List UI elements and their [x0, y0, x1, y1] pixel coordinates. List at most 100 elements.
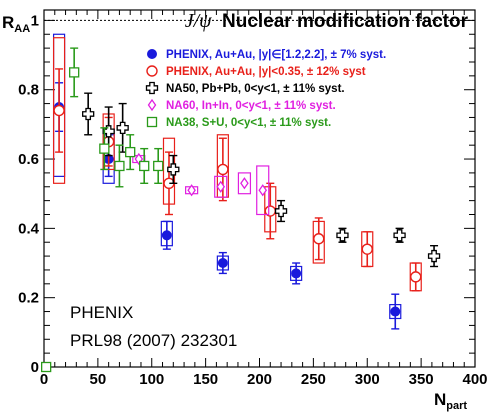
- legend-entry: PHENIX, Au+Au, |y|<0.35, ± 12% syst: [146, 65, 366, 78]
- marker: [69, 67, 80, 78]
- data-point: [99, 127, 110, 171]
- data-point: [41, 361, 52, 373]
- marker: [116, 121, 129, 134]
- data-point: [264, 182, 277, 240]
- y-tick-label: 1: [31, 12, 39, 29]
- syst-box: [237, 172, 252, 195]
- data-points: [41, 33, 441, 373]
- annotation-experiment: PHENIX: [70, 303, 133, 322]
- marker: [134, 152, 144, 166]
- x-tick-label: 50: [90, 371, 107, 388]
- data-point: [114, 144, 125, 188]
- marker: [258, 184, 268, 197]
- legend-marker: [147, 98, 157, 112]
- data-point: [167, 154, 180, 185]
- data-point: [216, 134, 229, 202]
- x-tick-label: 0: [40, 371, 48, 388]
- x-tick-label: 400: [462, 371, 487, 388]
- data-point: [69, 47, 80, 98]
- syst-box: [214, 175, 228, 198]
- data-point: [125, 134, 136, 171]
- data-point: [336, 227, 349, 243]
- data-point: [427, 244, 441, 268]
- data-point: [82, 92, 95, 136]
- legend-entry: NA50, Pb+Pb, 0<y<1, ± 11% syst.: [145, 81, 345, 95]
- marker: [336, 229, 349, 242]
- legend-label: PHENIX, Au+Au, |y|∈[1.2,2.2], ± 7% syst.: [166, 49, 386, 61]
- marker: [216, 180, 226, 193]
- series-3: [132, 152, 270, 216]
- data-point: [139, 147, 150, 185]
- legend-marker: [147, 49, 157, 59]
- marker: [390, 306, 401, 317]
- y-tick-label: 0.4: [18, 220, 40, 237]
- data-point: [52, 37, 66, 184]
- marker: [41, 361, 52, 373]
- data-point: [290, 262, 303, 285]
- data-point: [153, 147, 164, 185]
- legend-entry: NA38, S+U, 0<y<1, ± 11% syst.: [146, 116, 331, 129]
- data-point: [185, 184, 199, 197]
- marker: [125, 146, 136, 158]
- legend-entry: PHENIX, Au+Au, |y|∈[1.2,2.2], ± 7% syst.: [147, 49, 386, 61]
- marker: [291, 268, 302, 279]
- marker: [102, 125, 115, 138]
- marker: [393, 229, 406, 242]
- chart-title-symbol: J/ψ: [185, 10, 212, 32]
- y-tick-label: 0.8: [18, 82, 39, 99]
- marker: [167, 163, 180, 176]
- data-point: [160, 220, 173, 250]
- marker: [274, 204, 288, 218]
- x-axis-label: Npart: [434, 390, 467, 412]
- legend-label: PHENIX, Au+Au, |y|<0.35, ± 12% syst: [166, 66, 366, 78]
- marker: [217, 163, 229, 176]
- series-4: [41, 47, 164, 373]
- data-point: [237, 172, 252, 195]
- x-tick-label: 350: [409, 371, 434, 388]
- x-tick-label: 200: [247, 371, 272, 388]
- marker: [161, 230, 172, 241]
- series-2: [82, 92, 441, 268]
- legend-label: NA60, In+In, 0<y<1, ± 11% syst.: [166, 100, 336, 112]
- legend-marker: [145, 81, 159, 95]
- x-tick-label: 250: [301, 371, 326, 388]
- data-point: [214, 175, 228, 198]
- data-point: [393, 227, 406, 243]
- data-point: [389, 293, 402, 330]
- marker: [139, 160, 150, 172]
- x-tick-label: 100: [139, 371, 164, 388]
- legend-marker: [146, 65, 158, 77]
- legend: PHENIX, Au+Au, |y|∈[1.2,2.2], ± 7% syst.…: [145, 49, 386, 129]
- data-point: [312, 217, 325, 264]
- legend-marker: [146, 116, 158, 128]
- axes-ticks: 0 50 100 150 200 250 300 350 400 0 0.2 0.4 0.6 0.8 1: [18, 10, 488, 388]
- legend-label: NA38, S+U, 0<y<1, ± 11% syst.: [166, 117, 331, 129]
- marker: [427, 249, 441, 263]
- marker: [99, 143, 110, 154]
- marker: [361, 243, 373, 255]
- x-tick-label: 150: [193, 371, 218, 388]
- marker: [82, 107, 95, 121]
- y-axis-label: RAA: [2, 13, 30, 35]
- marker: [187, 184, 196, 197]
- series-1: [52, 37, 422, 292]
- marker: [313, 233, 325, 245]
- marker: [410, 271, 422, 283]
- data-point: [361, 231, 374, 268]
- y-tick-label: 0.2: [18, 290, 39, 307]
- marker: [153, 160, 164, 172]
- y-tick-label: 0.6: [18, 151, 39, 168]
- marker: [240, 177, 249, 190]
- data-point: [216, 251, 229, 275]
- y-tick-label: 0: [31, 359, 39, 376]
- data-point: [274, 199, 288, 223]
- legend-label: NA50, Pb+Pb, 0<y<1, ± 11% syst.: [166, 83, 345, 95]
- annotation-reference: PRL98 (2007) 232301: [70, 331, 237, 350]
- marker: [217, 258, 228, 269]
- data-point: [256, 165, 270, 216]
- chart-title-text: Nuclear modification factor: [222, 11, 469, 32]
- x-tick-label: 300: [355, 371, 380, 388]
- legend-entry: NA60, In+In, 0<y<1, ± 11% syst.: [147, 98, 336, 112]
- data-point: [409, 262, 422, 292]
